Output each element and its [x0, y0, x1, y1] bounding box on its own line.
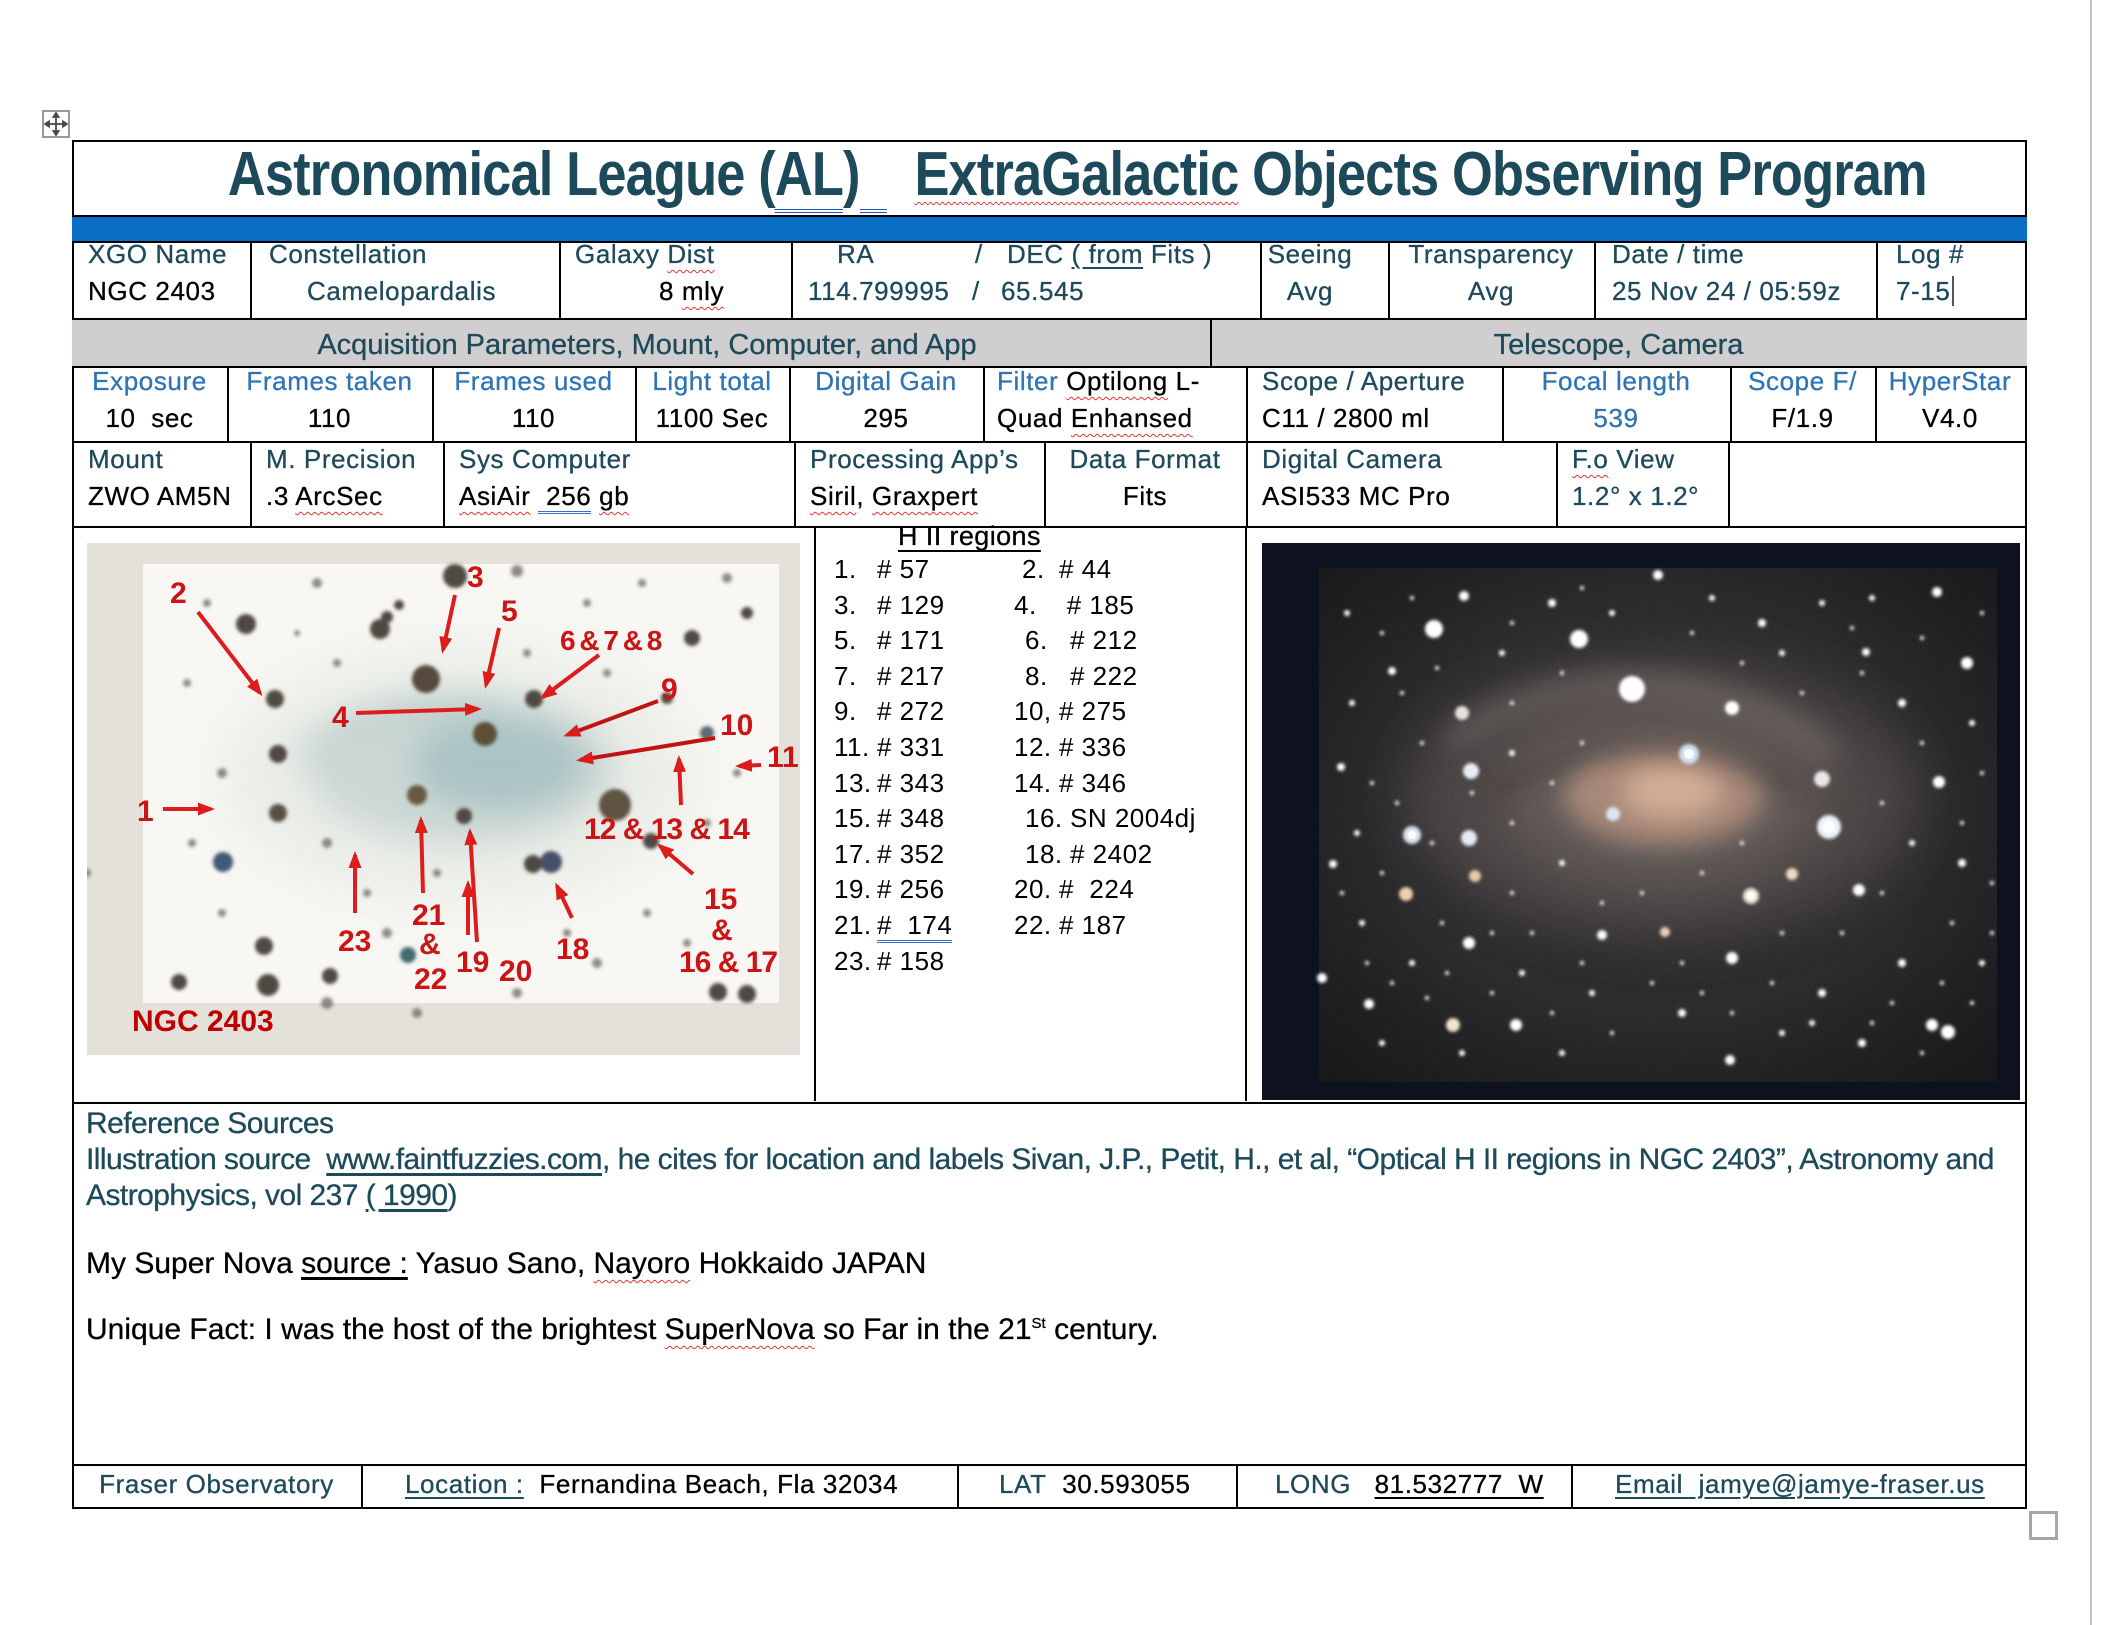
svg-text:10: 10	[720, 709, 753, 742]
svg-text:12 & 13 & 14: 12 & 13 & 14	[584, 813, 750, 846]
svg-text:6 & 7 & 8: 6 & 7 & 8	[560, 625, 662, 656]
svg-text:NGC 2403: NGC 2403	[132, 1005, 274, 1038]
svg-text:21: 21	[412, 899, 445, 932]
svg-text:18: 18	[556, 933, 589, 966]
svg-text:11: 11	[767, 741, 799, 774]
svg-text:4: 4	[332, 701, 349, 734]
svg-text:15: 15	[704, 883, 737, 916]
svg-text:19: 19	[456, 946, 489, 979]
svg-text:5: 5	[501, 595, 518, 628]
svg-text:2: 2	[170, 577, 187, 610]
svg-text:16 & 17: 16 & 17	[679, 946, 777, 979]
svg-text:20: 20	[499, 955, 532, 988]
svg-text:&: &	[711, 914, 733, 947]
svg-text:3: 3	[467, 561, 484, 594]
svg-text:1: 1	[137, 795, 154, 828]
svg-text:&: &	[419, 928, 441, 961]
svg-text:22: 22	[414, 963, 447, 996]
svg-text:23: 23	[338, 925, 371, 958]
svg-text:9: 9	[661, 673, 678, 706]
